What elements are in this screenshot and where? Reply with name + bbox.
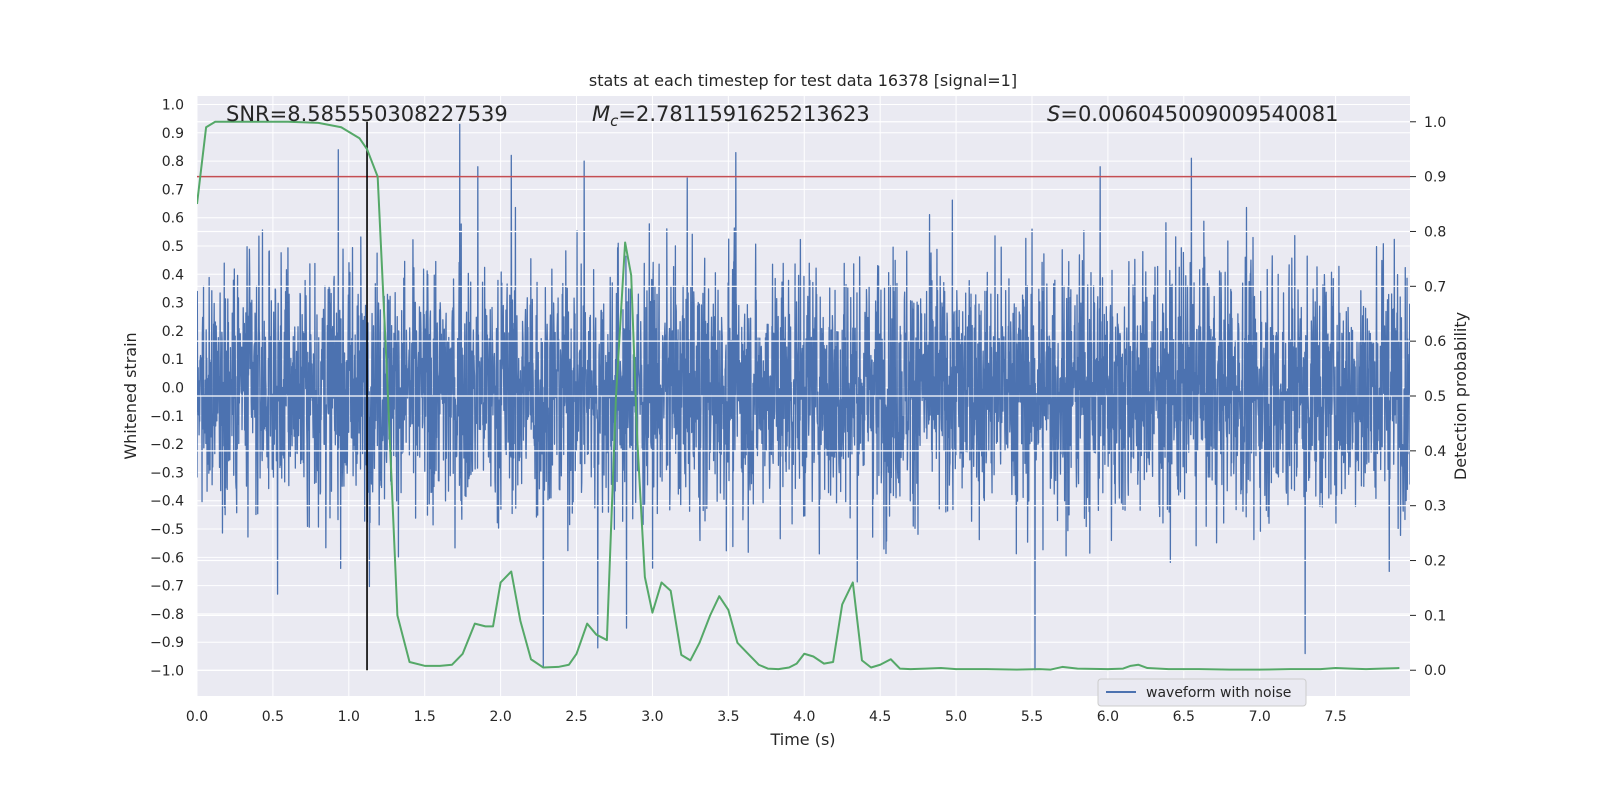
- y-left-tick-label: 0.4: [162, 267, 184, 283]
- s-annotation: S=0.006045009009540081: [1047, 102, 1338, 126]
- x-tick-label: 1.0: [338, 709, 360, 725]
- y-right-tick-label: 0.0: [1424, 663, 1446, 679]
- s-value: =0.006045009009540081: [1060, 102, 1338, 126]
- x-tick-label: 3.0: [641, 709, 663, 725]
- x-tick-label: 2.0: [489, 709, 511, 725]
- snr-annotation: SNR=8.585550308227539: [226, 102, 508, 126]
- legend: waveform with noise: [1097, 678, 1307, 707]
- y-left-tick-label: 0.7: [162, 182, 184, 198]
- y-left-tick-label: −0.1: [150, 409, 184, 425]
- s-symbol: S: [1047, 102, 1060, 126]
- waveform-series: [197, 123, 1410, 672]
- x-tick-label: 4.5: [869, 709, 891, 725]
- x-tick-label: 5.5: [1021, 709, 1043, 725]
- y-left-tick-label: −0.3: [150, 465, 184, 481]
- legend-box: [1097, 678, 1307, 707]
- x-tick-label: 0.5: [262, 709, 284, 725]
- chart-title: stats at each timestep for test data 163…: [589, 71, 1017, 90]
- legend-waveform-label: waveform with noise: [1146, 685, 1291, 701]
- y-right-tick-label: 0.6: [1424, 334, 1446, 350]
- y-right-tick-label: 1.0: [1424, 115, 1446, 131]
- y-right-tick-label: 0.5: [1424, 389, 1446, 405]
- chirp-mass-subscript: c: [610, 112, 619, 130]
- y-left-tick-label: 0.8: [162, 154, 184, 170]
- y-left-tick-label: 0.9: [162, 126, 184, 142]
- x-tick-label: 5.0: [945, 709, 967, 725]
- y-right-tick-label: 0.1: [1424, 608, 1446, 624]
- y-left-tick-label: −0.8: [150, 607, 184, 623]
- x-tick-label: 7.5: [1324, 709, 1346, 725]
- x-tick-label: 6.5: [1173, 709, 1195, 725]
- chirp-mass-value: =2.7811591625213623: [618, 102, 869, 126]
- chirp-mass-symbol: M: [592, 102, 610, 126]
- chirp-mass-annotation: Mc=2.7811591625213623: [592, 102, 870, 130]
- y-left-tick-label: 0.2: [162, 324, 184, 340]
- y-left-tick-label: 0.0: [162, 381, 184, 397]
- y-right-tick-label: 0.4: [1424, 444, 1446, 460]
- y-right-tick-label: 0.3: [1424, 499, 1446, 515]
- y-left-tick-label: −0.4: [150, 494, 184, 510]
- y-left-tick-label: 0.1: [162, 352, 184, 368]
- waveform-line: [197, 123, 1410, 672]
- x-tick-label: 6.0: [1097, 709, 1119, 725]
- detection-probability-line: [197, 120, 1400, 671]
- overlay-layer: [197, 120, 1410, 671]
- y-axis-label-right: Detection probability: [1451, 312, 1470, 480]
- y-right-tick-label: 0.7: [1424, 279, 1446, 295]
- x-tick-label: 0.0: [186, 709, 208, 725]
- y-right-tick-label: 0.2: [1424, 554, 1446, 570]
- x-tick-label: 4.0: [793, 709, 815, 725]
- x-axis-label: Time (s): [769, 730, 835, 749]
- y-left-tick-label: 0.6: [162, 211, 184, 227]
- ticks-layer: 0.0 0.5 1.0 1.5 2.0 2.5 3.0 3.5 4.0 4.5 5.0 5.5 6.0 6…: [150, 97, 1446, 725]
- y-right-tick-label: 0.8: [1424, 224, 1446, 240]
- y-left-tick-label: −0.2: [150, 437, 184, 453]
- y-right-tick-label: 0.9: [1424, 170, 1446, 186]
- y-left-tick-label: 0.3: [162, 296, 184, 312]
- y-left-tick-label: −0.6: [150, 550, 184, 566]
- y-left-tick-label: −0.7: [150, 579, 184, 595]
- x-tick-label: 1.5: [414, 709, 436, 725]
- y-left-tick-label: 1.0: [162, 97, 184, 113]
- x-tick-label: 2.5: [565, 709, 587, 725]
- x-tick-label: 3.5: [717, 709, 739, 725]
- x-tick-label: 7.0: [1249, 709, 1271, 725]
- y-left-tick-label: −1.0: [150, 664, 184, 680]
- y-left-tick-label: −0.9: [150, 635, 184, 651]
- y-axis-label-left: Whitened strain: [121, 332, 140, 459]
- y-left-tick-label: −0.5: [150, 522, 184, 538]
- y-left-tick-label: 0.5: [162, 239, 184, 255]
